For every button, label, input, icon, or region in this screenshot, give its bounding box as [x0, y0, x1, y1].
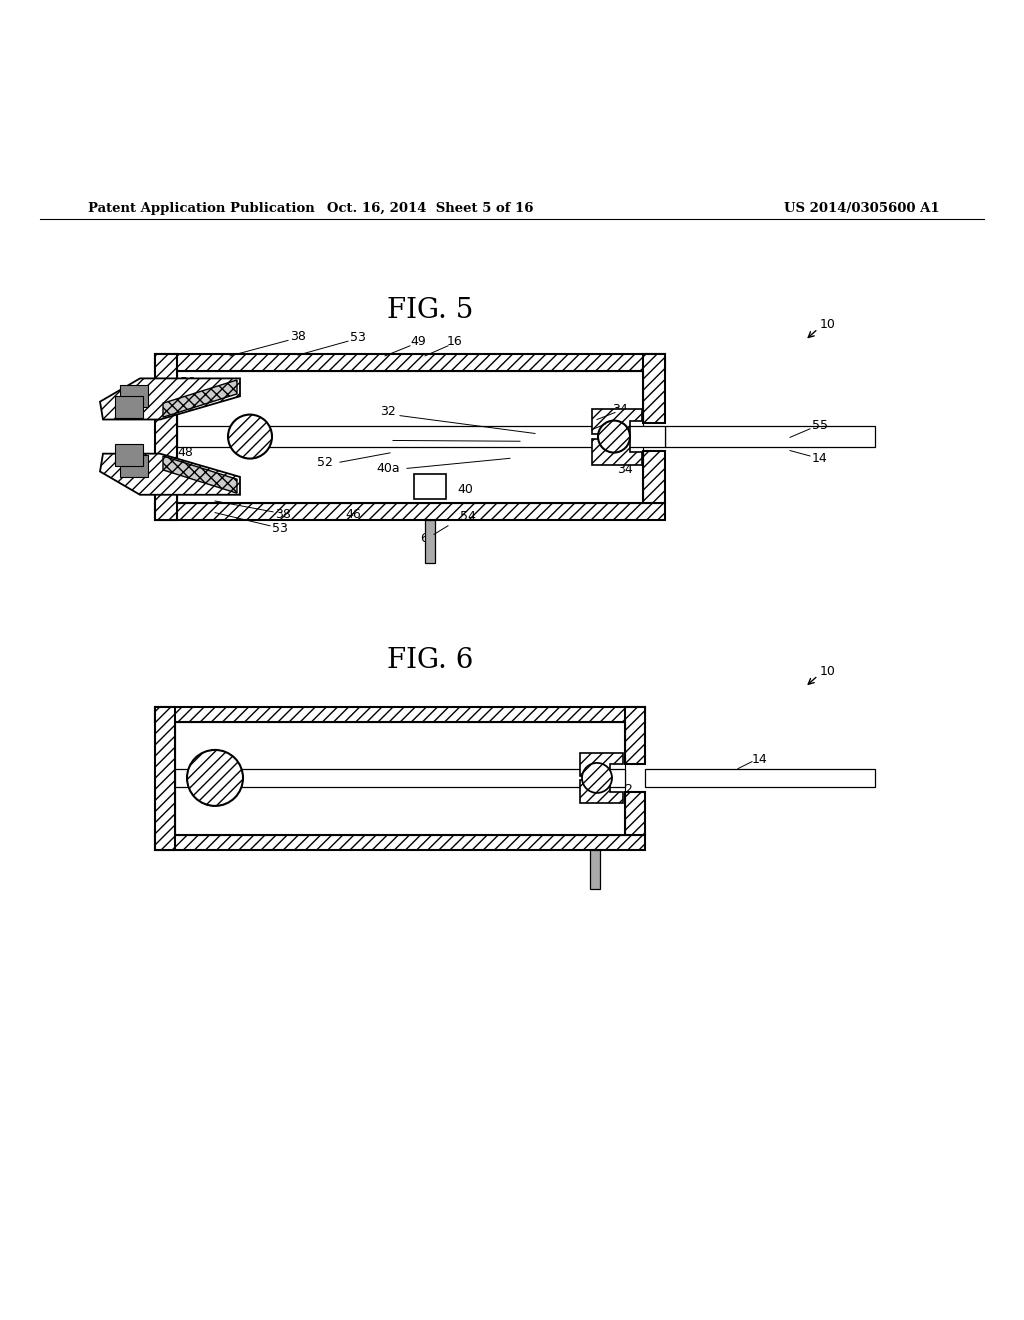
Bar [665, 426, 874, 446]
Text: 40: 40 [457, 483, 473, 496]
Bar [175, 722, 625, 834]
Text: 46: 46 [345, 508, 360, 521]
Bar [155, 706, 175, 850]
Bar [175, 722, 625, 834]
Polygon shape [592, 440, 642, 465]
Text: 64: 64 [420, 532, 436, 545]
Text: 52: 52 [317, 455, 333, 469]
Text: 14: 14 [752, 752, 768, 766]
Text: 49: 49 [411, 335, 426, 348]
Text: 34: 34 [612, 403, 628, 416]
Text: 36: 36 [240, 754, 256, 767]
Polygon shape [100, 454, 240, 495]
Bar [155, 706, 645, 722]
Bar [175, 768, 625, 787]
Bar [643, 354, 665, 422]
Bar [177, 371, 643, 503]
Bar [155, 503, 665, 520]
Bar [120, 385, 148, 407]
Text: 53: 53 [272, 521, 288, 535]
Text: 14: 14 [812, 451, 827, 465]
Circle shape [582, 763, 612, 793]
Text: 68: 68 [520, 830, 536, 843]
Text: US 2014/0305600 A1: US 2014/0305600 A1 [784, 202, 940, 215]
Text: 48: 48 [177, 446, 193, 458]
Bar [643, 450, 665, 503]
Text: 32: 32 [384, 780, 400, 793]
Text: 74: 74 [160, 475, 176, 488]
Text: 40: 40 [408, 751, 423, 763]
Text: 10: 10 [820, 318, 836, 331]
Bar [120, 455, 148, 477]
Bar [625, 792, 645, 834]
Bar [425, 520, 435, 564]
Polygon shape [100, 379, 240, 420]
Polygon shape [580, 780, 623, 803]
Text: 40b: 40b [364, 432, 387, 445]
Circle shape [598, 421, 630, 453]
Text: 32: 32 [380, 405, 396, 418]
Text: 42: 42 [585, 783, 601, 796]
Text: FIG. 5: FIG. 5 [387, 297, 473, 325]
Text: 10: 10 [820, 665, 836, 678]
Text: 38: 38 [275, 508, 291, 521]
Text: 40a: 40a [376, 462, 399, 475]
Polygon shape [163, 380, 237, 417]
Text: 34: 34 [617, 463, 633, 477]
Bar [155, 834, 645, 850]
Bar [590, 850, 600, 888]
Text: Patent Application Publication: Patent Application Publication [88, 202, 314, 215]
Circle shape [228, 414, 272, 458]
Bar [115, 445, 143, 466]
Circle shape [187, 750, 243, 807]
Polygon shape [163, 455, 237, 494]
Bar [155, 354, 177, 520]
Bar [115, 396, 143, 418]
Text: 50: 50 [180, 376, 196, 389]
Bar [155, 354, 665, 371]
Text: Oct. 16, 2014  Sheet 5 of 16: Oct. 16, 2014 Sheet 5 of 16 [327, 202, 534, 215]
Text: 36: 36 [193, 426, 208, 440]
Text: 54: 54 [460, 510, 476, 523]
Bar [177, 426, 665, 446]
Polygon shape [580, 754, 623, 776]
Text: 55: 55 [812, 420, 828, 432]
Text: 19: 19 [193, 714, 208, 727]
Polygon shape [592, 409, 642, 434]
Text: 38: 38 [290, 330, 306, 343]
Bar [625, 706, 645, 764]
Bar [645, 768, 874, 787]
Text: 42: 42 [609, 451, 625, 465]
Text: 34: 34 [592, 754, 608, 767]
Text: 16: 16 [447, 335, 463, 348]
Text: 48: 48 [238, 784, 253, 797]
Bar [177, 371, 643, 503]
Text: 46: 46 [332, 708, 348, 721]
Text: 22: 22 [640, 426, 656, 440]
Text: FIG. 6: FIG. 6 [387, 647, 473, 673]
Text: 52: 52 [617, 783, 633, 796]
Text: 42: 42 [602, 414, 617, 428]
Bar [414, 474, 446, 499]
Text: 53: 53 [350, 331, 366, 343]
